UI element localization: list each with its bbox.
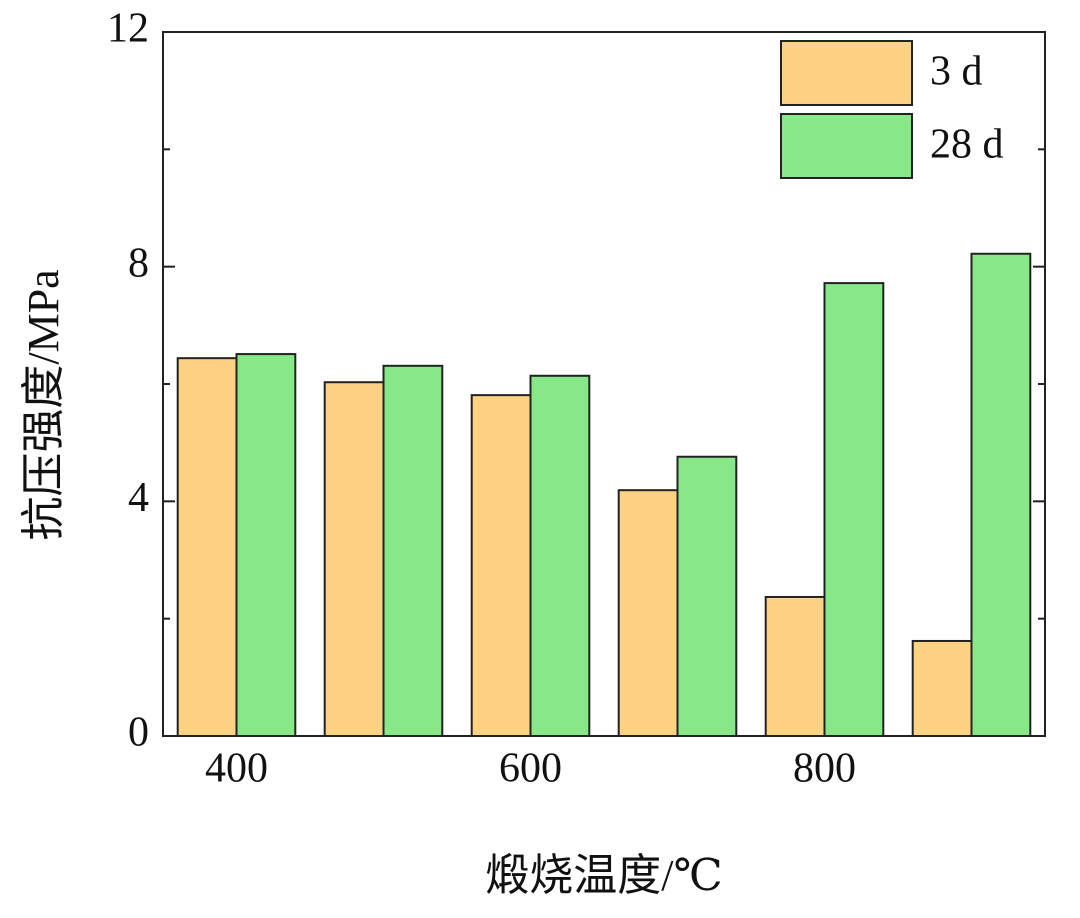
bar (823, 282, 885, 737)
bar (235, 353, 297, 737)
bar (323, 381, 385, 737)
bar (470, 394, 532, 737)
x-axis-label: 煅烧温度/℃ (485, 851, 722, 900)
bar (764, 595, 826, 738)
bar (382, 364, 444, 737)
bar (911, 639, 973, 738)
bar (176, 357, 238, 737)
y-tick-label: 4 (128, 475, 149, 521)
y-tick-label: 8 (128, 240, 149, 286)
bar (676, 455, 738, 737)
x-tick-label: 600 (499, 746, 562, 792)
legend-swatch (780, 40, 913, 106)
legend-label: 3 d (930, 49, 983, 95)
bar (529, 374, 591, 737)
x-tick-label: 400 (205, 746, 268, 792)
bar (970, 252, 1032, 737)
legend-label: 28 d (930, 122, 1004, 168)
y-tick-label: 12 (107, 6, 149, 52)
bar (617, 489, 679, 738)
legend-swatch (780, 113, 913, 179)
y-tick-label: 0 (128, 710, 149, 756)
x-tick-label: 800 (793, 746, 856, 792)
y-axis-label: 抗压强度/MPa (19, 269, 68, 540)
